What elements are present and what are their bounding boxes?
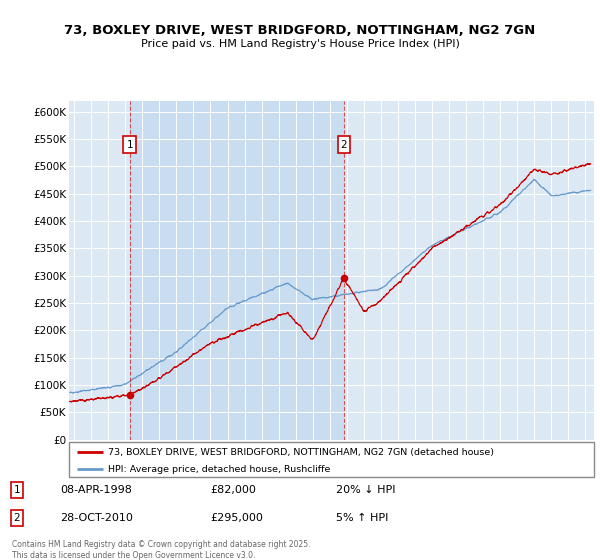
Text: HPI: Average price, detached house, Rushcliffe: HPI: Average price, detached house, Rush…: [109, 465, 331, 474]
Text: £82,000: £82,000: [210, 485, 256, 495]
Text: 08-APR-1998: 08-APR-1998: [60, 485, 132, 495]
Text: 73, BOXLEY DRIVE, WEST BRIDGFORD, NOTTINGHAM, NG2 7GN (detached house): 73, BOXLEY DRIVE, WEST BRIDGFORD, NOTTIN…: [109, 447, 494, 456]
Text: 1: 1: [13, 485, 20, 495]
Text: £295,000: £295,000: [210, 513, 263, 523]
Text: 2: 2: [341, 139, 347, 150]
FancyBboxPatch shape: [69, 442, 594, 477]
Text: 28-OCT-2010: 28-OCT-2010: [60, 513, 133, 523]
Text: 5% ↑ HPI: 5% ↑ HPI: [336, 513, 388, 523]
Bar: [130, 101, 344, 440]
Text: 1: 1: [127, 139, 133, 150]
Text: 73, BOXLEY DRIVE, WEST BRIDGFORD, NOTTINGHAM, NG2 7GN: 73, BOXLEY DRIVE, WEST BRIDGFORD, NOTTIN…: [64, 24, 536, 38]
Text: Price paid vs. HM Land Registry's House Price Index (HPI): Price paid vs. HM Land Registry's House …: [140, 39, 460, 49]
Text: 2: 2: [13, 513, 20, 523]
Text: 20% ↓ HPI: 20% ↓ HPI: [336, 485, 395, 495]
Text: Contains HM Land Registry data © Crown copyright and database right 2025.
This d: Contains HM Land Registry data © Crown c…: [12, 540, 311, 559]
